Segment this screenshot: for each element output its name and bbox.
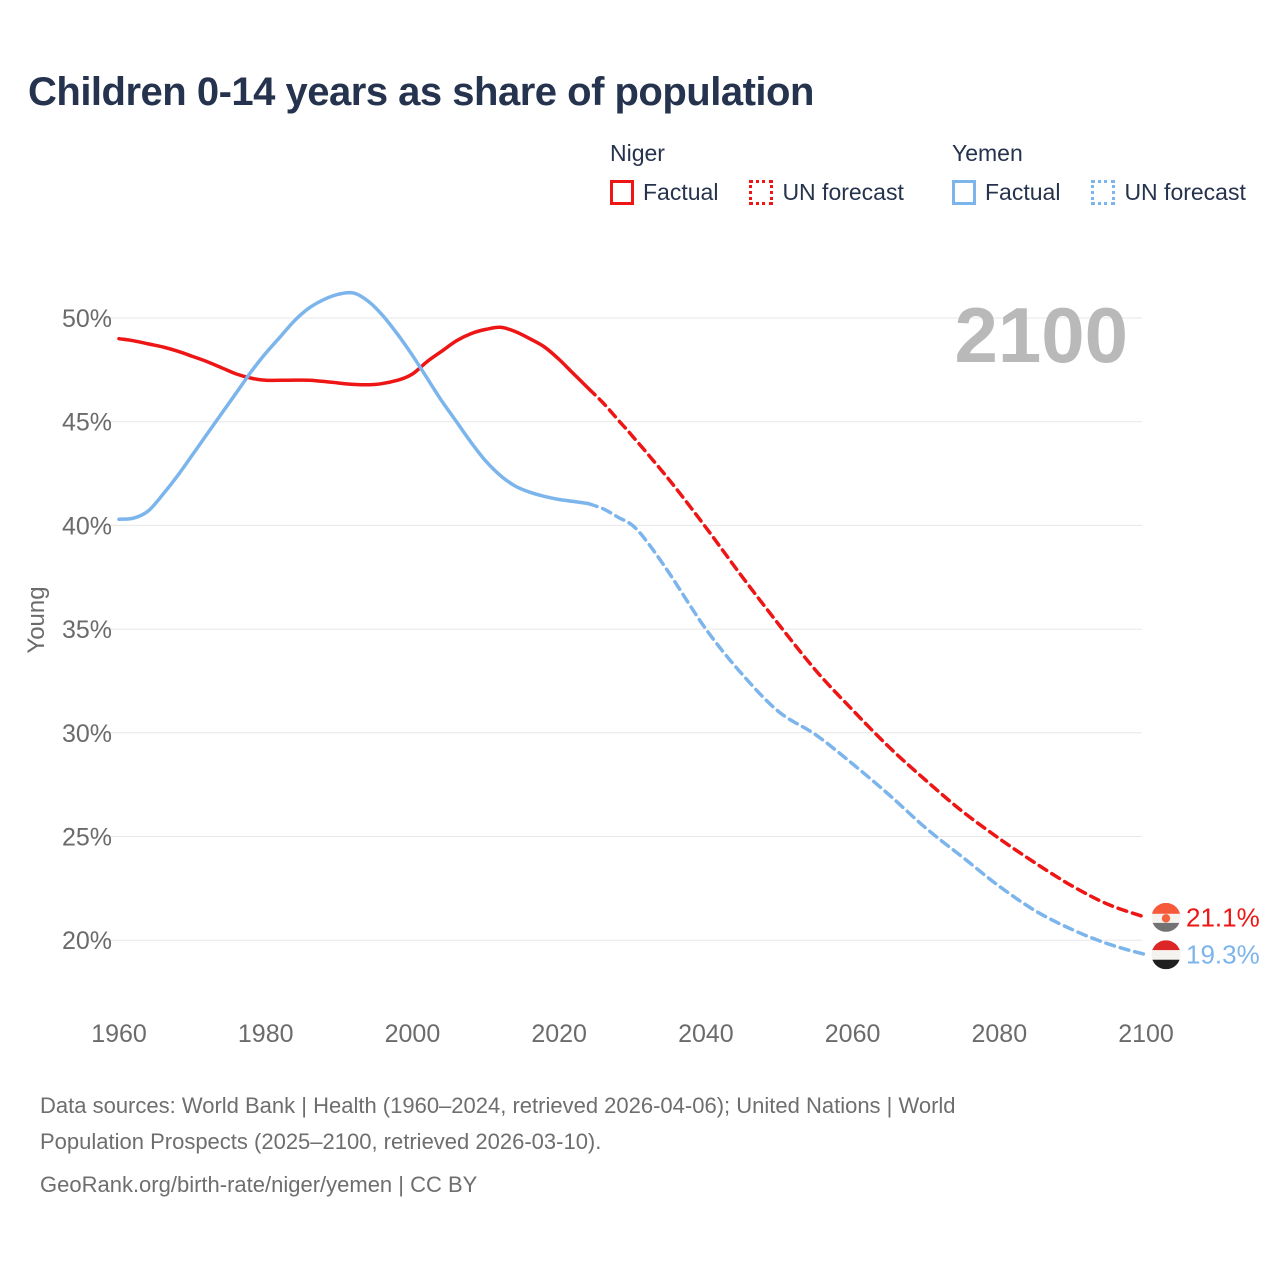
x-tick-label: 2080 bbox=[972, 1020, 1028, 1048]
legend-label: UN forecast bbox=[782, 179, 904, 205]
niger-forecast-swatch-icon bbox=[749, 180, 774, 205]
niger-flag-icon bbox=[1151, 902, 1181, 932]
y-tick-label: 35% bbox=[62, 616, 112, 644]
y-tick-label: 30% bbox=[62, 720, 112, 748]
x-tick-label: 2040 bbox=[678, 1020, 734, 1048]
y-tick-label: 45% bbox=[62, 409, 112, 437]
niger-factual-line bbox=[117, 325, 591, 391]
x-tick-label: 2060 bbox=[825, 1020, 881, 1048]
yemen-forecast-swatch-icon bbox=[1091, 180, 1116, 205]
page-title: Children 0-14 years as share of populati… bbox=[28, 70, 814, 114]
y-tick-label: 25% bbox=[62, 824, 112, 852]
x-tick-label: 1960 bbox=[91, 1020, 147, 1048]
x-tick-label: 1980 bbox=[238, 1020, 294, 1048]
legend-label: Factual bbox=[985, 179, 1061, 205]
footer-line: Data sources: World Bank | Health (1960–… bbox=[40, 1093, 956, 1118]
yemen-factual-line bbox=[117, 290, 591, 521]
legend-country-niger: Niger bbox=[610, 140, 665, 166]
legend-item-yemen-factual[interactable]: Factual bbox=[952, 179, 1060, 206]
niger-factual-swatch-icon bbox=[610, 180, 634, 205]
legend-item-yemen-forecast[interactable]: UN forecast bbox=[1091, 179, 1246, 206]
line-chart: 20% 25% 30% 35% 40% 45% 50% 1960 1980 2000 2020 204… bbox=[23, 290, 1260, 1048]
footer-attribution: GeoRank.org/birth-rate/niger/yemen | CC … bbox=[40, 1172, 478, 1197]
footer-line: Population Prospects (2025–2100, retriev… bbox=[40, 1129, 602, 1154]
legend-item-niger-forecast[interactable]: UN forecast bbox=[749, 179, 904, 206]
legend-group-yemen: Yemen Factual UN forecast bbox=[952, 140, 1246, 206]
y-axis-title: Young bbox=[23, 586, 50, 653]
x-tick-label: 2020 bbox=[531, 1020, 587, 1048]
y-tick-label: 40% bbox=[62, 512, 112, 540]
x-tick-label: 2000 bbox=[385, 1020, 441, 1048]
x-tick-label: 2100 bbox=[1118, 1020, 1174, 1048]
legend-country-yemen: Yemen bbox=[952, 140, 1023, 166]
niger-un-forecast-line bbox=[586, 386, 1148, 920]
y-tick-label: 20% bbox=[62, 927, 112, 955]
legend-label: UN forecast bbox=[1124, 179, 1246, 205]
data-sources-footer: Data sources: World Bank | Health (1960–… bbox=[40, 1088, 956, 1203]
yemen-factual-swatch-icon bbox=[952, 180, 976, 205]
legend-group-niger: Niger Factual UN forecast bbox=[610, 140, 904, 206]
yemen-un-forecast-line bbox=[586, 501, 1148, 957]
niger-end-value-label: 21.1% bbox=[1186, 902, 1260, 932]
yemen-end-value-label: 19.3% bbox=[1186, 940, 1260, 970]
legend-item-niger-factual[interactable]: Factual bbox=[610, 179, 718, 206]
yemen-flag-icon bbox=[1151, 940, 1181, 970]
watermark-year: 2100 bbox=[954, 291, 1128, 379]
y-tick-label: 50% bbox=[62, 305, 112, 333]
legend-label: Factual bbox=[643, 179, 719, 205]
